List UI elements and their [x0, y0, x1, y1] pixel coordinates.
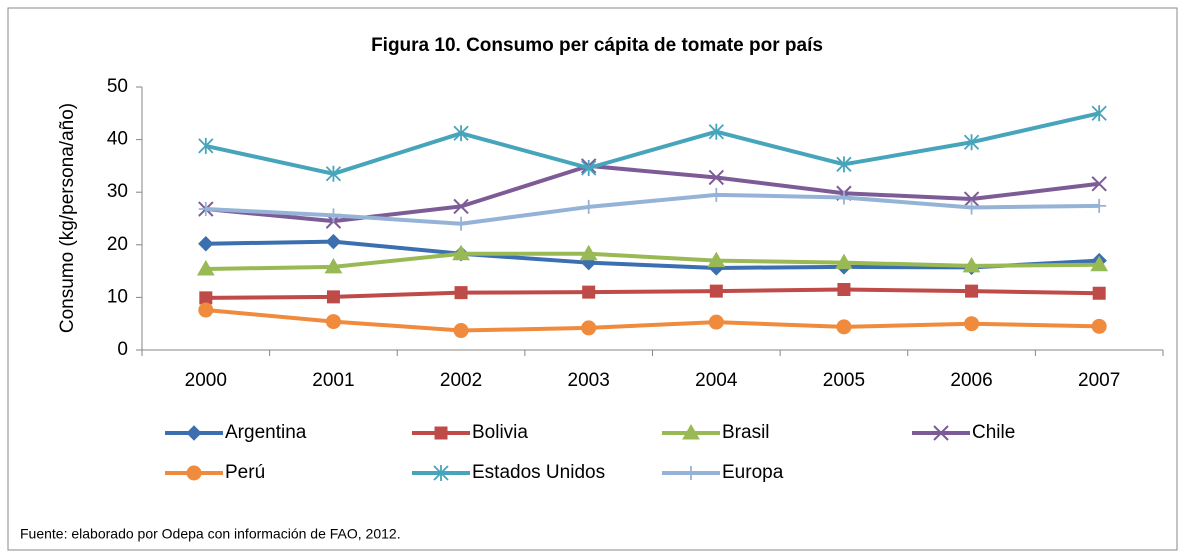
marker: [186, 465, 202, 481]
series-line: [205, 287, 1100, 300]
marker: [933, 425, 949, 441]
marker: [582, 285, 596, 299]
marker: [186, 425, 202, 441]
marker: [836, 190, 851, 205]
series-line: [205, 111, 1100, 176]
marker: [581, 160, 597, 177]
marker: [198, 236, 214, 252]
chart-title: Figura 10. Consumo per cápita de tomate …: [371, 35, 823, 56]
marker: [326, 290, 340, 304]
chart-border: [7, 7, 1178, 551]
marker: [581, 320, 597, 336]
marker: [453, 323, 469, 339]
legend-label: Brasil: [722, 422, 770, 443]
x-tick-label: 2000: [185, 370, 227, 391]
marker: [198, 202, 213, 217]
x-tick-label: 2005: [823, 370, 865, 391]
marker: [708, 314, 724, 330]
series-line: [205, 251, 1100, 271]
marker: [836, 156, 852, 173]
source-note: Fuente: elaborado por Odepa con informac…: [20, 526, 401, 542]
y-tick-label: 20: [107, 234, 128, 255]
x-tick-label: 2006: [950, 370, 992, 391]
x-tick-label: 2001: [312, 370, 354, 391]
marker: [836, 319, 852, 335]
series-line: [205, 192, 1100, 226]
y-tick-label: 0: [117, 339, 128, 360]
marker: [198, 137, 214, 154]
marker: [325, 314, 341, 330]
marker: [579, 244, 598, 261]
y-tick-label: 40: [107, 129, 128, 150]
marker: [198, 302, 214, 318]
marker: [196, 259, 215, 276]
marker: [835, 253, 853, 270]
marker: [1092, 198, 1107, 213]
marker: [709, 187, 724, 202]
marker: [1091, 318, 1107, 334]
series-line: [205, 308, 1100, 333]
y-tick-label: 10: [107, 286, 128, 307]
marker: [434, 426, 448, 440]
marker: [581, 199, 596, 214]
marker: [708, 169, 725, 186]
y-axis-label: Consumo (kg/persona/año): [57, 103, 78, 333]
marker: [964, 316, 980, 332]
x-tick-label: 2003: [568, 370, 610, 391]
legend-label: Chile: [972, 422, 1015, 443]
legend-label: Perú: [225, 462, 265, 483]
legend-label: Europa: [722, 462, 784, 483]
marker: [963, 134, 980, 151]
y-tick-label: 30: [107, 181, 128, 202]
marker: [433, 465, 449, 481]
y-tick-label: 50: [107, 76, 128, 97]
x-tick-label: 2004: [695, 370, 738, 391]
marker: [324, 257, 343, 274]
marker: [964, 200, 979, 215]
marker: [837, 283, 851, 297]
marker: [963, 191, 980, 207]
marker: [684, 466, 698, 480]
marker: [709, 284, 723, 298]
x-tick-label: 2007: [1078, 370, 1120, 391]
marker: [682, 423, 700, 440]
marker: [1090, 255, 1109, 272]
marker: [325, 233, 342, 250]
legend-label: Bolivia: [472, 422, 528, 443]
marker: [454, 216, 469, 231]
marker: [454, 286, 468, 300]
marker: [453, 125, 469, 142]
legend-label: Argentina: [225, 422, 307, 443]
marker: [1091, 176, 1107, 192]
marker: [962, 256, 981, 273]
marker: [199, 291, 213, 305]
x-tick-label: 2002: [440, 370, 482, 391]
marker: [453, 198, 469, 215]
marker: [452, 244, 470, 261]
marker: [965, 284, 979, 298]
marker: [1091, 105, 1107, 122]
marker: [1092, 286, 1106, 300]
marker: [707, 251, 726, 268]
series-line: [205, 239, 1100, 270]
marker: [325, 165, 342, 182]
marker: [708, 123, 724, 140]
marker: [326, 208, 341, 223]
legend-label: Estados Unidos: [472, 462, 605, 483]
